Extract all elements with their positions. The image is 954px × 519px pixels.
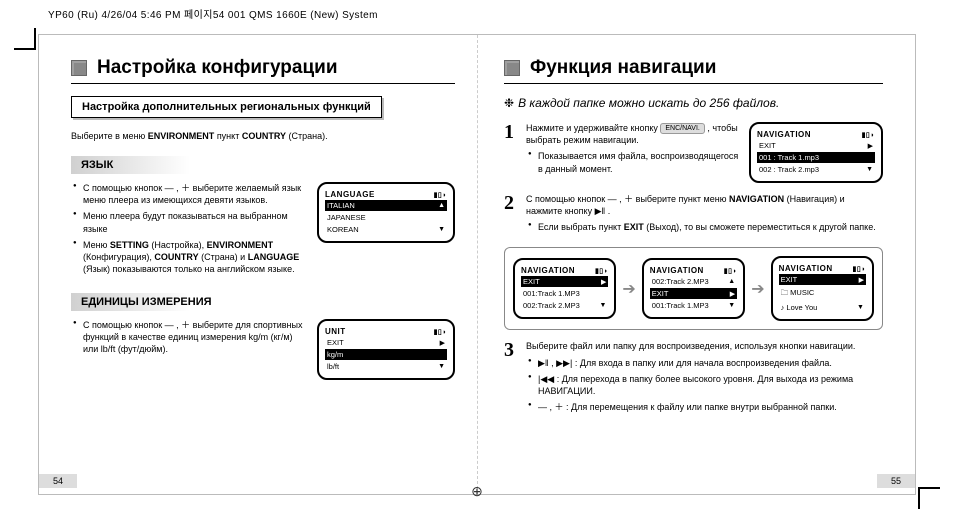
- crop-mark: [14, 28, 36, 50]
- manual-spread: YP60 (Ru) 4/26/04 5:46 PM 페이지54 001 QMS …: [0, 0, 954, 519]
- arrow-icon: ➔: [751, 279, 764, 299]
- lcd-sequence: NAVIGATION▮▯◗ EXIT▶ 001:Track 1.MP3 002:…: [504, 247, 883, 330]
- list-item: Если выбрать пункт EXIT (Выход), то вы с…: [528, 221, 883, 233]
- list-item: С помощью кнопок — , ＋ выберите для спор…: [73, 319, 303, 355]
- lcd-seq-b: NAVIGATION▮▯◗ 002:Track 2.MP3▲ EXIT▶ 001…: [642, 258, 745, 319]
- heading-row: Функция навигации: [504, 57, 883, 84]
- units-list: С помощью кнопок — , ＋ выберите для спор…: [73, 319, 303, 355]
- list-item: С помощью кнопок — , ＋ выберите желаемый…: [73, 182, 303, 206]
- section-units: ЕДИНИЦЫ ИЗМЕРЕНИЯ: [71, 293, 241, 311]
- heading-bullet-icon: [504, 60, 520, 76]
- register-mark-icon: ⊕: [471, 483, 483, 500]
- lcd-unit: UNIT▮▯◗ EXIT▶ kg/m lb/ft▼: [317, 319, 455, 380]
- lcd-language: LANGUAGE▮▯◗ ITALIAN▲ JAPANESE KOREAN▼: [317, 182, 455, 243]
- note: ❉В каждой папке можно искать до 256 файл…: [504, 96, 883, 110]
- heading-row: Настройка конфигурации: [71, 57, 455, 84]
- step-3: 3 Выберите файл или папку для воспроизве…: [504, 340, 883, 417]
- step-2: 2 С помощью кнопок — , ＋ выберите пункт …: [504, 193, 883, 237]
- lcd-seq-a: NAVIGATION▮▯◗ EXIT▶ 001:Track 1.MP3 002:…: [513, 258, 616, 319]
- list-item: Меню плеера будут показываться на выбран…: [73, 210, 303, 234]
- list-item: |◀◀ : Для перехода в папку более высоког…: [528, 373, 883, 397]
- list-item: — , ＋ : Для перемещения к файлу или папк…: [528, 401, 883, 413]
- page-right: Функция навигации ❉В каждой папке можно …: [477, 35, 915, 494]
- arrow-icon: ➔: [622, 279, 635, 299]
- intro-text: Выберите в меню ENVIRONMENT пункт COUNTR…: [71, 130, 455, 142]
- lcd-step1: NAVIGATION▮▯◗ EXIT▶ 001 : Track 1.mp3 00…: [749, 122, 883, 183]
- units-block: С помощью кнопок — , ＋ выберите для спор…: [71, 319, 455, 380]
- list-item: Показывается имя файла, воспроизводящего…: [528, 150, 741, 174]
- language-list: С помощью кнопок — , ＋ выберите желаемый…: [73, 182, 303, 275]
- page-spread: Настройка конфигурации Настройка дополни…: [38, 34, 916, 495]
- list-item: Меню SETTING (Настройка), ENVIRONMENT (К…: [73, 239, 303, 275]
- crop-mark: [918, 487, 940, 509]
- language-block: С помощью кнопок — , ＋ выберите желаемый…: [71, 182, 455, 279]
- section-language: ЯЗЫК: [71, 156, 241, 174]
- subsection-box: Настройка дополнительных региональных фу…: [71, 96, 382, 118]
- page-left: Настройка конфигурации Настройка дополни…: [39, 35, 477, 494]
- page-number: 55: [877, 474, 915, 488]
- page-title: Настройка конфигурации: [97, 57, 338, 79]
- step-1: 1 Нажмите и удерживайте кнопку ENC/NAVI.…: [504, 122, 883, 183]
- enc-navi-chip: ENC/NAVI.: [660, 123, 705, 134]
- page-title: Функция навигации: [530, 57, 716, 79]
- print-header: YP60 (Ru) 4/26/04 5:46 PM 페이지54 001 QMS …: [48, 6, 378, 21]
- page-number: 54: [39, 474, 77, 488]
- lcd-seq-c: NAVIGATION▮▯◗ EXIT▶ 🗀 MUSIC ♪ Love You▼: [771, 256, 874, 321]
- heading-bullet-icon: [71, 60, 87, 76]
- list-item: ▶ǁ , ▶▶| : Для входа в папку или для нач…: [528, 357, 883, 369]
